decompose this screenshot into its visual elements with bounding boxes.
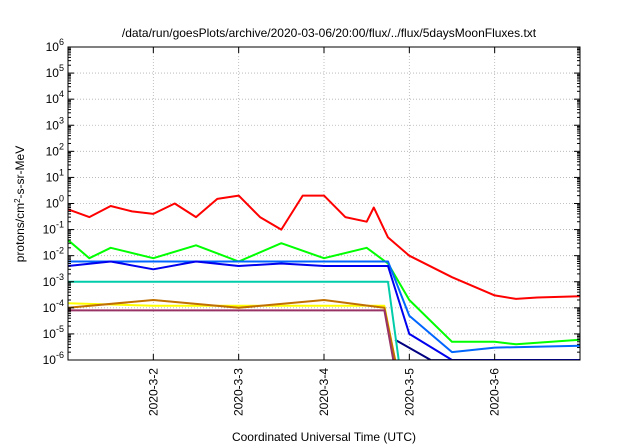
- y-axis-label: protons/cm2-s-sr-MeV: [13, 146, 27, 262]
- y-axis-ticks: 10-6 10-5 10-4 10-3 10-2 10-1 100 101 102 103 104 1…: [43, 37, 580, 367]
- x-tick-label: 2020-3-3: [232, 368, 246, 416]
- series-line-6: [68, 280, 400, 360]
- y-tick-label: 10-1: [43, 220, 64, 237]
- y-tick-label: 10-4: [43, 298, 64, 315]
- x-axis-label: Coordinated Universal Time (UTC): [232, 430, 416, 444]
- y-tick-label: 10-6: [43, 350, 64, 367]
- chart-title: /data/run/goesPlots/archive/2020-03-06/2…: [122, 26, 537, 40]
- y-tick-label: 10-3: [43, 272, 64, 289]
- y-tick-label: 106: [46, 37, 64, 54]
- x-axis-ticks: 2020-3-2 2020-3-3 2020-3-4 2020-3-5 2020-3-6: [146, 47, 502, 416]
- series-line-4: [68, 260, 580, 360]
- x-tick-label: 2020-3-4: [317, 368, 331, 416]
- y-tick-label: 10-2: [43, 246, 64, 263]
- x-tick-label: 2020-3-6: [488, 368, 502, 416]
- x-tick-label: 2020-3-2: [146, 368, 160, 416]
- y-tick-label: 102: [46, 141, 64, 158]
- series-line-3: [68, 260, 580, 354]
- y-tick-label: 100: [46, 194, 64, 211]
- series-line-5: [394, 338, 556, 360]
- y-tick-label: 105: [46, 63, 64, 80]
- y-tick-label: 10-5: [43, 324, 64, 341]
- series-layer: [68, 194, 580, 360]
- series-line-2: [68, 239, 580, 346]
- series-line-1: [68, 194, 580, 300]
- x-tick-label: 2020-3-5: [402, 368, 416, 416]
- y-tick-label: 103: [46, 115, 64, 132]
- y-tick-label: 104: [46, 89, 64, 106]
- y-tick-label: 101: [46, 167, 64, 184]
- series-line-9: [68, 309, 395, 360]
